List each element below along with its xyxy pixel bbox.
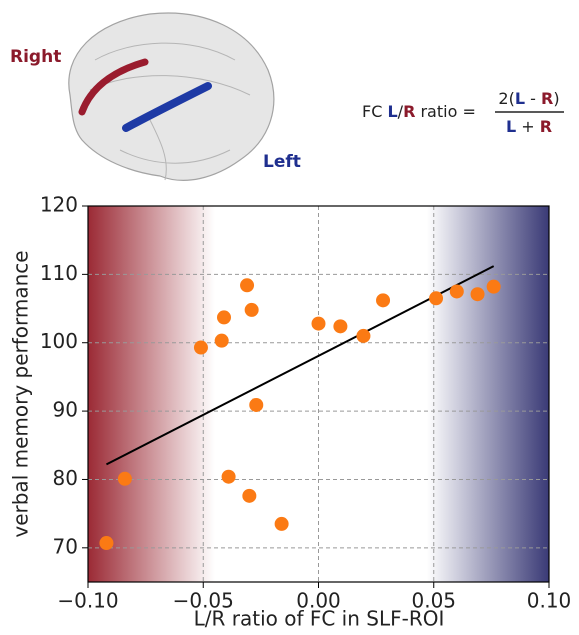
shading-band	[427, 206, 549, 582]
formula-part: 2(	[498, 89, 514, 108]
y-tick-label: 70	[53, 534, 78, 558]
data-point	[99, 536, 113, 550]
y-tick-label: 100	[40, 329, 78, 353]
formula-part: )	[553, 89, 559, 108]
data-point	[275, 517, 289, 531]
formula-part: R	[540, 117, 552, 136]
y-tick-label: 90	[53, 398, 78, 422]
data-point	[245, 303, 259, 317]
x-tick-label: 0.00	[296, 589, 341, 613]
figure: Right Left FC L/R ratio = 2(L - R) L + R…	[0, 0, 579, 635]
formula-part: R	[403, 102, 415, 121]
brain-illustration	[69, 13, 274, 180]
shading-band	[88, 206, 215, 582]
data-point	[118, 472, 132, 486]
x-tick-label: −0.05	[173, 589, 234, 613]
left-label: Left	[263, 152, 301, 172]
x-tick-label: 0.10	[527, 589, 572, 613]
data-point	[240, 278, 254, 292]
formula-left: FC L/R ratio =	[362, 102, 476, 121]
y-axis-label: verbal memory performance	[9, 250, 33, 537]
data-point	[217, 310, 231, 324]
data-point	[249, 398, 263, 412]
data-point	[194, 341, 208, 355]
formula-part: ratio =	[415, 102, 475, 121]
formula-numerator: 2(L - R)	[498, 89, 559, 108]
formula-part: L	[515, 89, 525, 108]
data-point	[487, 280, 501, 294]
page: Right Left FC L/R ratio = 2(L - R) L + R…	[0, 0, 579, 635]
x-tick-label: 0.05	[411, 589, 456, 613]
formula-part: L	[506, 117, 516, 136]
formula-denominator: L + R	[506, 117, 552, 136]
data-point	[242, 489, 256, 503]
data-point	[312, 317, 326, 331]
formula-part: FC	[362, 102, 387, 121]
data-point	[429, 291, 443, 305]
data-point	[333, 319, 347, 333]
formula-part: R	[541, 89, 553, 108]
data-point	[450, 284, 464, 298]
data-point	[222, 470, 236, 484]
y-tick-label: 80	[53, 466, 78, 490]
formula-part: +	[516, 117, 540, 136]
formula-part: L	[387, 102, 397, 121]
x-tick-label: −0.10	[57, 589, 118, 613]
brain-outline	[69, 13, 274, 180]
data-point	[215, 334, 229, 348]
right-label: Right	[10, 47, 61, 67]
data-point	[356, 329, 370, 343]
y-tick-label: 120	[40, 193, 78, 217]
data-point	[471, 287, 485, 301]
formula-part: -	[525, 89, 541, 108]
y-tick-label: 110	[40, 261, 78, 285]
data-point	[376, 293, 390, 307]
